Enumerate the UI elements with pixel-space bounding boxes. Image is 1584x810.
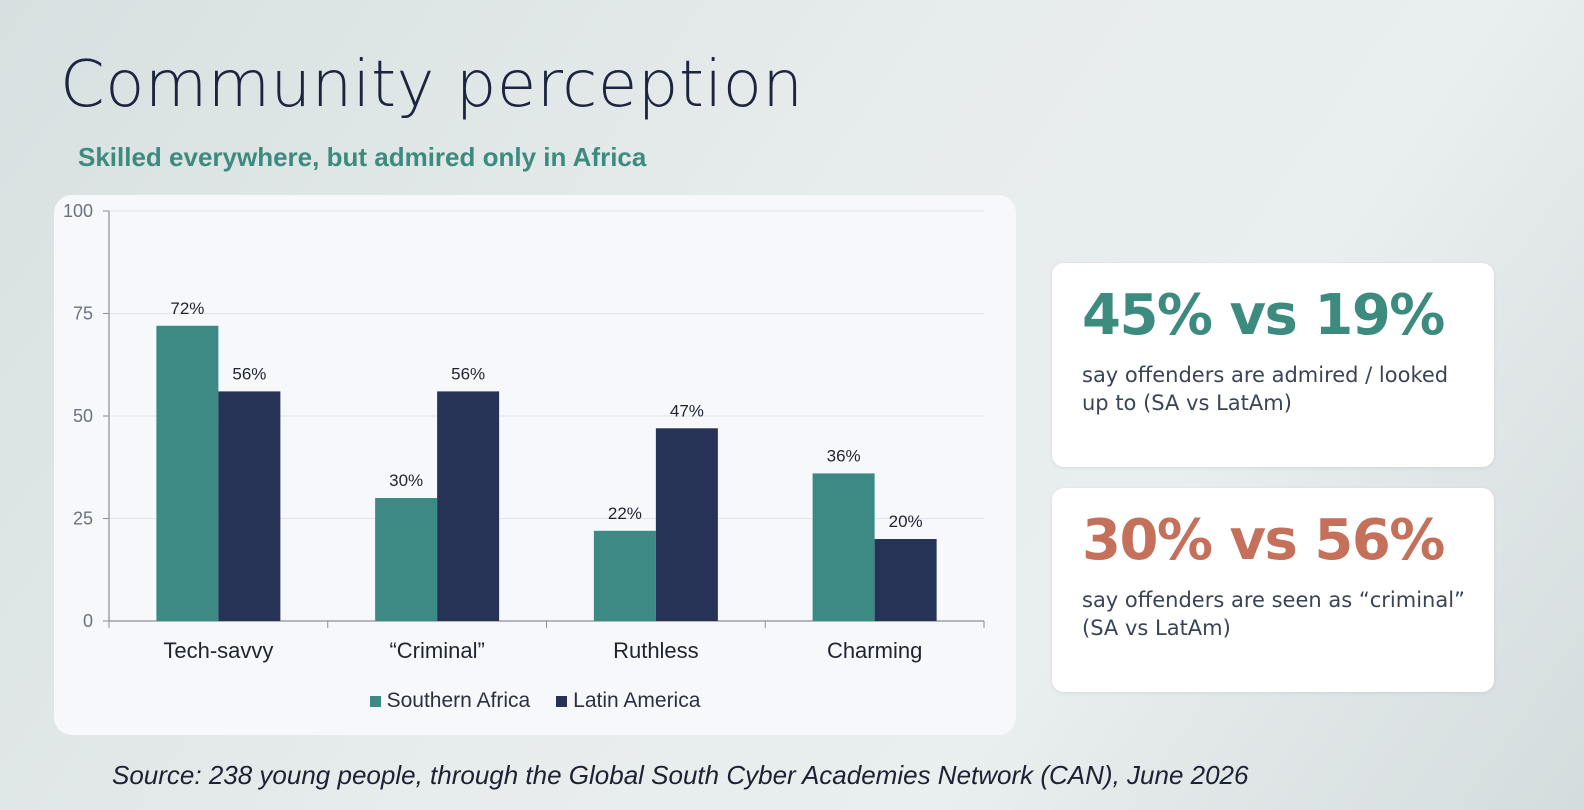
bar-latin-america — [655, 428, 718, 621]
x-tick-label: “Criminal” — [389, 638, 484, 663]
legend-item-latin-america: Latin America — [556, 689, 700, 713]
data-label: 47% — [670, 401, 704, 420]
y-tick-label: 0 — [83, 611, 93, 631]
x-tick-label: Charming — [827, 638, 922, 663]
legend-swatch-latin-america — [556, 695, 568, 707]
chart-legend: Southern Africa Latin America — [54, 689, 1016, 713]
page-subtitle: Skilled everywhere, but admired only in … — [78, 142, 647, 172]
legend-swatch-southern-africa — [369, 695, 381, 707]
legend-label-latin-america: Latin America — [573, 689, 701, 712]
stat-value-criminal: 30% vs 56% — [1082, 508, 1445, 573]
data-label: 72% — [170, 299, 204, 318]
data-label: 36% — [827, 446, 861, 465]
stat-card-admired: 45% vs 19% say offenders are admired / l… — [1052, 263, 1494, 467]
chart-card: 0 25 50 75 100 72% 56% Tech-savvy 30% 56% “Crimina… — [54, 195, 1016, 735]
legend-item-southern-africa: Southern Africa — [369, 689, 531, 713]
bar-southern-africa — [156, 325, 219, 621]
y-tick-label: 100 — [63, 201, 93, 221]
bar-southern-africa — [375, 498, 438, 621]
stat-description-criminal: say offenders are seen as “criminal” (SA… — [1082, 588, 1465, 640]
stat-description-admired: say offenders are admired / looked up to… — [1082, 363, 1449, 415]
y-tick-label: 25 — [73, 509, 93, 529]
bar-southern-africa — [593, 530, 656, 621]
data-label: 56% — [451, 364, 485, 383]
y-tick-label: 50 — [73, 406, 93, 426]
stat-value-admired: 45% vs 19% — [1082, 283, 1445, 348]
x-tick-label: Tech-savvy — [163, 638, 273, 663]
data-label: 20% — [889, 512, 923, 531]
source-note: Source: 238 young people, through the Gl… — [112, 760, 1249, 790]
bar-southern-africa — [812, 473, 875, 621]
data-label: 30% — [389, 471, 423, 490]
legend-label-southern-africa: Southern Africa — [386, 689, 531, 712]
page-title: Community perception — [60, 48, 804, 122]
bar-chart: 0 25 50 75 100 72% 56% Tech-savvy 30% 56% “Crimina… — [63, 201, 985, 663]
bar-latin-america — [437, 391, 500, 621]
data-label: 56% — [232, 364, 266, 383]
data-label: 22% — [608, 504, 642, 523]
bar-latin-america — [218, 391, 281, 621]
bar-latin-america — [874, 539, 937, 621]
y-tick-label: 75 — [73, 304, 93, 324]
x-tick-label: Ruthless — [613, 638, 699, 663]
stat-card-criminal: 30% vs 56% say offenders are seen as “cr… — [1052, 488, 1494, 692]
